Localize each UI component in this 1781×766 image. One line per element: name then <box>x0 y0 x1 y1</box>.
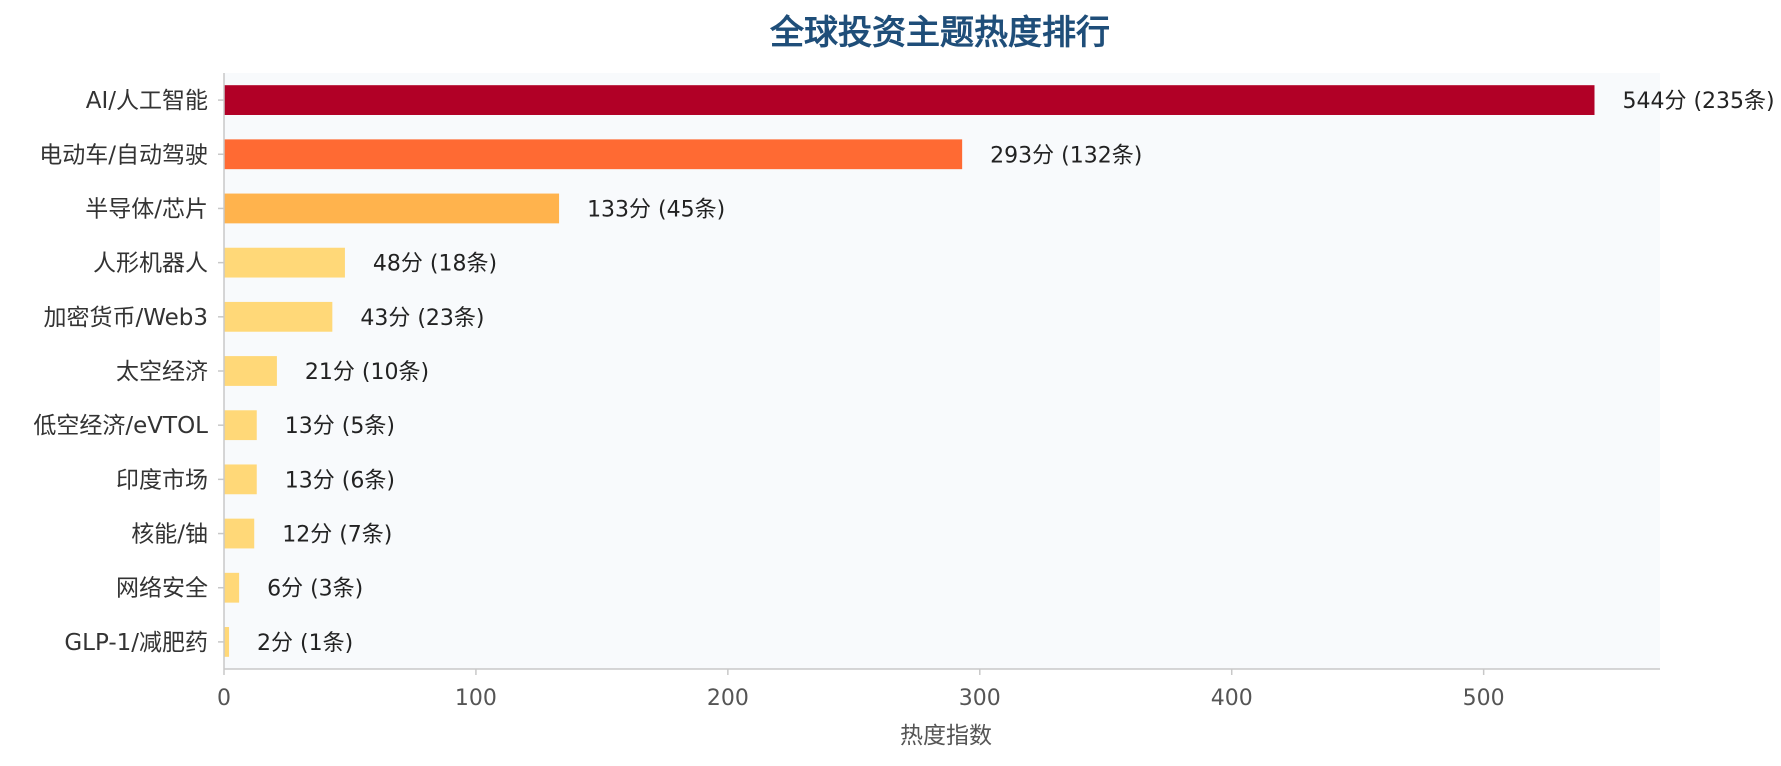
data-label-8: 13分 (6条) <box>285 468 395 493</box>
bar-1 <box>224 85 1595 115</box>
category-label-1: AI/人工智能 <box>86 88 208 114</box>
x-tick-label-500: 500 <box>1463 686 1505 711</box>
data-label-2: 293分 (132条) <box>990 143 1142 168</box>
data-label-3: 133分 (45条) <box>587 197 725 222</box>
plot-background <box>224 73 1660 669</box>
data-label-4: 48分 (18条) <box>373 252 497 277</box>
data-label-1: 544分 (235条) <box>1622 89 1774 114</box>
data-label-5: 43分 (23条) <box>360 306 484 331</box>
bars-group <box>224 85 1595 657</box>
category-label-7: 低空经济/eVTOL <box>33 413 208 439</box>
bar-3 <box>224 193 560 224</box>
x-tick-label-400: 400 <box>1211 686 1253 711</box>
x-tick-label-300: 300 <box>959 686 1001 711</box>
x-tick-label-0: 0 <box>217 686 231 711</box>
category-label-8: 印度市场 <box>116 467 208 493</box>
bar-2 <box>224 139 963 170</box>
x-axis-title: 热度指数 <box>900 723 992 749</box>
bar-4 <box>224 247 345 278</box>
category-label-10: 网络安全 <box>116 576 208 602</box>
data-labels-group: 544分 (235条) 293分 (132条) 133分 (45条) 48分 (18条… <box>257 89 1775 656</box>
data-label-7: 13分 (5条) <box>285 414 395 439</box>
bar-6 <box>224 356 277 386</box>
category-label-5: 加密货币/Web3 <box>43 305 208 331</box>
bar-8 <box>224 464 257 495</box>
bar-5 <box>224 301 333 332</box>
category-label-11: GLP-1/减肥药 <box>64 630 208 656</box>
category-label-6: 太空经济 <box>116 359 208 385</box>
bar-9 <box>224 518 255 549</box>
data-label-9: 12分 (7条) <box>282 523 392 548</box>
bar-11 <box>224 627 230 657</box>
data-label-11: 2分 (1条) <box>257 631 353 656</box>
bar-10 <box>224 572 240 603</box>
chart-title: 全球投资主题热度排行 <box>769 13 1110 53</box>
category-label-4: 人形机器人 <box>93 251 208 277</box>
data-label-6: 21分 (10条) <box>305 360 429 385</box>
data-label-10: 6分 (3条) <box>267 577 363 602</box>
x-tick-label-100: 100 <box>455 686 497 711</box>
bar-7 <box>224 410 257 441</box>
x-tick-label-200: 200 <box>707 686 749 711</box>
category-label-2: 电动车/自动驾驶 <box>39 142 208 168</box>
category-label-9: 核能/铀 <box>131 522 208 548</box>
x-ticks-group: 0 100 200 300 400 500 <box>217 669 1505 711</box>
category-label-3: 半导体/芯片 <box>85 196 208 222</box>
